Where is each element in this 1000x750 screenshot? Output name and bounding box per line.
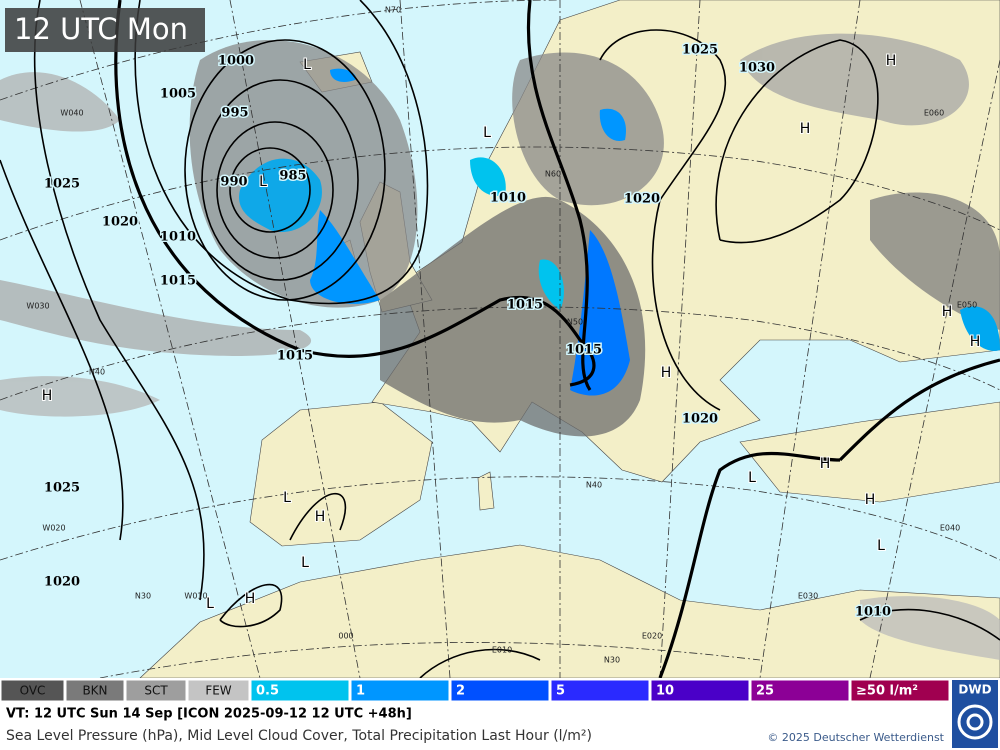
- pressure-center: L: [303, 57, 311, 73]
- pressure-center: H: [942, 304, 953, 320]
- graticule-label: W040: [60, 109, 83, 118]
- isobar-label: 1005: [160, 87, 196, 102]
- legend-label: 0.5: [256, 684, 279, 699]
- isobar-label: 1015: [160, 274, 196, 289]
- legend-label: BKN: [82, 684, 107, 698]
- pressure-center: H: [315, 509, 326, 525]
- logo-swirl: [957, 704, 993, 740]
- isobar-label: 1015: [277, 349, 313, 364]
- isobar-label: 1000: [218, 54, 254, 69]
- pressure-center: L: [206, 596, 214, 612]
- cloud-cover: [0, 33, 1000, 660]
- legend-swatch: [65, 679, 125, 702]
- pressure-center: H: [245, 591, 256, 607]
- legend-label: 1: [356, 684, 365, 699]
- graticule-label: N50: [567, 318, 583, 327]
- isobar-label: 1030: [739, 61, 775, 76]
- graticule-label: E030: [798, 592, 818, 601]
- legend-swatch: [550, 679, 650, 702]
- pressure-center: H: [970, 334, 981, 350]
- isobar-label: 1020: [682, 412, 718, 427]
- graticule-label: E040: [940, 524, 960, 533]
- legend-swatch: [125, 679, 187, 702]
- graticule-label: N30: [604, 656, 620, 665]
- isobar-label: 995: [221, 106, 248, 121]
- graticule-label: E050: [957, 301, 977, 310]
- description: Sea Level Pressure (hPa), Mid Level Clou…: [6, 728, 592, 744]
- pressure-center: L: [259, 174, 267, 190]
- graticule-label: W010: [184, 592, 207, 601]
- isobar-label: 985: [279, 169, 306, 184]
- legend-swatch: [850, 679, 950, 702]
- isobar-label: 1010: [855, 605, 891, 620]
- legend-label: OVC: [20, 684, 46, 698]
- legend-label: 2: [456, 684, 465, 699]
- legend-label: 5: [556, 684, 565, 699]
- pressure-center: H: [661, 365, 672, 381]
- legend-swatch: [450, 679, 550, 702]
- isobar-label: 1025: [44, 481, 80, 496]
- pressure-center: L: [283, 490, 291, 506]
- isobar-label: 1025: [682, 43, 718, 58]
- graticule-label: 000: [338, 632, 353, 641]
- isobar-label: 1025: [44, 177, 80, 192]
- legend-swatch: [0, 679, 65, 702]
- legend-swatch: [250, 679, 350, 702]
- graticule-label: E020: [642, 632, 662, 641]
- isobar-label: 1010: [160, 230, 196, 245]
- legend-label: 10: [656, 684, 674, 699]
- isobar-label: 1010: [490, 191, 526, 206]
- logo-text: DWD: [958, 683, 991, 697]
- logo-swirl: [966, 713, 984, 731]
- graticule-label: W030: [26, 302, 49, 311]
- pressure-center: L: [748, 470, 756, 486]
- graticule-label: N40: [586, 481, 602, 490]
- graticule-label: E060: [924, 109, 944, 118]
- legend-label: ≥50 l/m²: [856, 684, 918, 699]
- legend-swatch: [750, 679, 850, 702]
- isobar-label: 1020: [44, 575, 80, 590]
- graticule-label: N40: [89, 368, 105, 377]
- legend-label: 25: [756, 684, 774, 699]
- graticule-label: N30: [135, 592, 151, 601]
- pressure-center: L: [301, 555, 309, 571]
- pressure-center: H: [820, 456, 831, 472]
- pressure-center: L: [483, 125, 491, 141]
- isobar-label: 1020: [624, 192, 660, 207]
- isobar-label: 1015: [507, 298, 543, 313]
- legend-swatch: [350, 679, 450, 702]
- isobar-label: 1015: [566, 343, 602, 358]
- pressure-center: L: [877, 538, 885, 554]
- graticule-label: E010: [492, 646, 512, 655]
- copyright: © 2025 Deutscher Wetterdienst: [767, 731, 944, 744]
- graticule-label: W020: [42, 524, 65, 533]
- isobar-label: 1020: [102, 215, 138, 230]
- pressure-center: H: [886, 53, 897, 69]
- graticule-label: N70: [385, 6, 401, 15]
- pressure-center: H: [800, 121, 811, 137]
- precipitation: [239, 68, 1000, 396]
- isobar-label: 990: [220, 175, 247, 190]
- legend-label: SCT: [144, 684, 168, 698]
- graticule-label: N60: [545, 170, 561, 179]
- isobars: [0, 0, 1000, 679]
- legend-swatch: [650, 679, 750, 702]
- title-box: [5, 8, 205, 52]
- pressure-center: H: [865, 492, 876, 508]
- map-title: 12 UTC Mon: [14, 12, 188, 46]
- valid-time: VT: 12 UTC Sun 14 Sep [ICON 2025-09-12 1…: [6, 707, 412, 722]
- legend-swatch: [187, 679, 250, 702]
- pressure-center: H: [42, 388, 53, 404]
- legend-label: FEW: [205, 684, 231, 698]
